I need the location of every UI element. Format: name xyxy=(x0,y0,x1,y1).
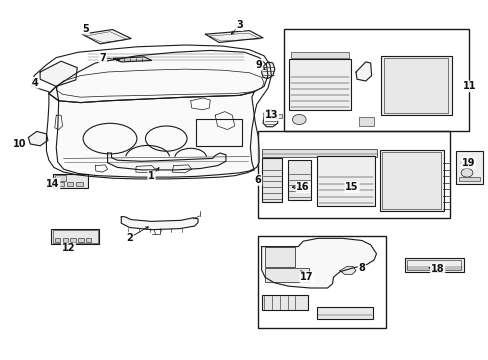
Bar xyxy=(291,52,348,58)
Text: 5: 5 xyxy=(82,24,89,34)
Bar xyxy=(382,152,440,209)
Polygon shape xyxy=(49,50,267,103)
Text: 10: 10 xyxy=(13,139,26,149)
Polygon shape xyxy=(82,30,131,44)
Bar xyxy=(316,156,374,206)
Text: 19: 19 xyxy=(461,158,474,168)
Text: 1: 1 xyxy=(148,171,155,181)
Bar xyxy=(383,58,447,113)
Bar xyxy=(62,238,68,242)
Bar xyxy=(257,236,386,328)
Text: 15: 15 xyxy=(345,182,358,192)
Bar xyxy=(66,182,73,186)
Bar xyxy=(289,59,350,110)
Text: 3: 3 xyxy=(236,20,243,30)
Polygon shape xyxy=(121,217,198,230)
Bar xyxy=(458,177,479,181)
Polygon shape xyxy=(49,86,259,177)
Bar xyxy=(287,160,310,200)
Text: 4: 4 xyxy=(32,78,39,88)
Text: 13: 13 xyxy=(264,110,278,120)
Polygon shape xyxy=(355,62,371,81)
Polygon shape xyxy=(40,61,77,86)
Bar xyxy=(272,114,281,118)
Polygon shape xyxy=(263,110,277,127)
Bar xyxy=(55,175,65,181)
Polygon shape xyxy=(261,62,274,78)
Bar xyxy=(407,260,460,270)
Polygon shape xyxy=(205,31,263,42)
Text: 12: 12 xyxy=(61,243,75,253)
Bar xyxy=(53,230,98,243)
Bar xyxy=(55,238,60,242)
Bar xyxy=(257,131,449,218)
Text: 14: 14 xyxy=(46,179,60,189)
Polygon shape xyxy=(261,238,376,288)
Bar xyxy=(78,238,83,242)
Text: 6: 6 xyxy=(254,175,261,185)
Text: 16: 16 xyxy=(296,182,309,192)
Text: 17: 17 xyxy=(300,272,313,282)
Bar xyxy=(404,258,463,272)
Bar xyxy=(261,149,376,157)
Bar xyxy=(76,182,83,186)
Bar xyxy=(70,238,76,242)
Bar xyxy=(264,247,295,267)
Circle shape xyxy=(460,168,472,177)
Bar xyxy=(283,29,468,131)
Bar xyxy=(51,229,99,244)
Circle shape xyxy=(460,158,472,167)
Bar xyxy=(53,174,88,188)
Text: 2: 2 xyxy=(126,233,133,243)
Bar xyxy=(261,158,282,202)
Text: 7: 7 xyxy=(99,53,106,63)
Bar xyxy=(86,238,91,242)
Bar xyxy=(264,268,308,282)
Polygon shape xyxy=(107,153,225,170)
Bar xyxy=(316,307,372,319)
Bar xyxy=(359,117,373,126)
Circle shape xyxy=(292,114,305,125)
Polygon shape xyxy=(113,57,151,62)
Polygon shape xyxy=(28,131,48,146)
Polygon shape xyxy=(339,266,355,274)
Bar xyxy=(195,119,242,146)
Bar xyxy=(381,56,451,115)
Text: 9: 9 xyxy=(255,60,262,70)
Bar xyxy=(261,295,307,310)
Bar xyxy=(380,150,443,211)
Bar xyxy=(455,151,482,184)
Text: 18: 18 xyxy=(430,264,444,274)
Text: 8: 8 xyxy=(358,263,365,273)
Text: 11: 11 xyxy=(462,81,475,91)
Bar xyxy=(57,182,63,186)
